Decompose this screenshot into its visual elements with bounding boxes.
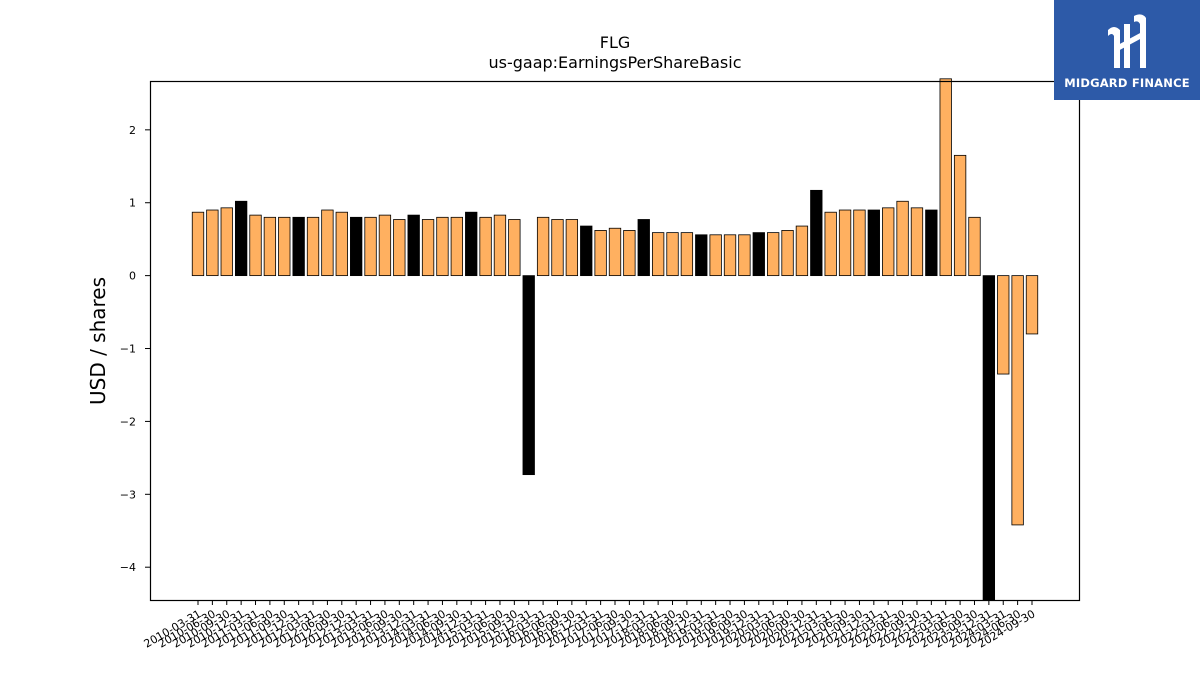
y-axis-label: USD / shares bbox=[86, 277, 110, 405]
bar-2018-03-31 bbox=[651, 232, 665, 277]
y-tick-label: 1 bbox=[129, 197, 136, 210]
logo-name: MIDGARD FINANCE bbox=[1064, 76, 1190, 90]
bar-2021-09-30 bbox=[853, 209, 866, 277]
bar-2016-03-31 bbox=[536, 216, 550, 277]
bar-2010-06-30 bbox=[206, 209, 219, 277]
bar-2019-06-30 bbox=[723, 234, 737, 277]
bar-2011-06-30 bbox=[263, 216, 277, 277]
bar-2017-12-31 bbox=[637, 219, 650, 277]
bar-2014-09-30 bbox=[450, 216, 463, 277]
bar-2018-06-30 bbox=[666, 232, 679, 277]
bar-2021-12-31 bbox=[867, 209, 880, 277]
bar-2020-09-30 bbox=[795, 225, 809, 277]
bar-2016-06-30 bbox=[551, 219, 564, 277]
bar-2024-03-31 bbox=[997, 275, 1010, 375]
bar-2011-12-31 bbox=[292, 216, 305, 277]
bar-2023-06-30 bbox=[953, 154, 967, 277]
bar-2013-03-31 bbox=[364, 216, 377, 277]
bar-2013-06-30 bbox=[378, 214, 392, 277]
y-axis: 2 1 0 −1 −2 −3 −4 bbox=[120, 124, 150, 574]
y-tick-label: −4 bbox=[120, 561, 136, 574]
bar-2017-06-30 bbox=[608, 227, 622, 277]
bar-2010-12-31 bbox=[234, 200, 248, 277]
bar-2021-03-31 bbox=[824, 211, 837, 277]
bar-2010-03-31 bbox=[191, 211, 205, 277]
bar-2015-03-31 bbox=[479, 216, 492, 277]
bar-2024-06-30 bbox=[1011, 275, 1024, 526]
y-tick-label: 0 bbox=[129, 270, 136, 283]
bar-2015-12-31 bbox=[522, 275, 535, 476]
logo: MIDGARD FINANCE bbox=[1054, 0, 1200, 100]
bar-2012-06-30 bbox=[321, 209, 334, 277]
bar-2014-06-30 bbox=[436, 216, 449, 277]
midgard-logo-icon bbox=[1108, 14, 1146, 68]
bar-2022-06-30 bbox=[896, 200, 909, 277]
bar-2014-12-31 bbox=[465, 211, 478, 277]
bar-2023-03-31 bbox=[939, 78, 952, 277]
bar-2024-09-30 bbox=[1025, 275, 1039, 335]
bar-2016-12-31 bbox=[580, 225, 593, 277]
bar-2010-09-30 bbox=[220, 207, 233, 277]
bar-2012-12-31 bbox=[350, 216, 363, 277]
bar-2013-12-31 bbox=[407, 214, 420, 277]
bars-group bbox=[191, 78, 1039, 601]
bar-2022-03-31 bbox=[882, 207, 895, 277]
bar-2023-09-30 bbox=[968, 216, 981, 277]
bar-2018-09-30 bbox=[680, 232, 694, 277]
y-tick-label: −1 bbox=[120, 343, 136, 356]
bar-2012-03-31 bbox=[306, 216, 320, 277]
bar-2023-12-31 bbox=[982, 275, 996, 601]
bar-2019-09-30 bbox=[738, 234, 751, 277]
x-axis: 2010-03-312010-06-302010-09-302010-12-31… bbox=[142, 600, 1038, 651]
bar-2018-12-31 bbox=[695, 234, 708, 277]
bar-2017-03-31 bbox=[594, 230, 607, 277]
bar-2011-09-30 bbox=[278, 216, 291, 277]
bar-2019-03-31 bbox=[709, 234, 722, 277]
bar-2020-06-30 bbox=[781, 230, 794, 277]
y-tick-label: −2 bbox=[120, 415, 136, 428]
bar-2017-09-30 bbox=[623, 230, 636, 277]
bar-2020-12-31 bbox=[810, 189, 823, 277]
chart-subtitle: us-gaap:EarningsPerShareBasic bbox=[488, 53, 741, 72]
bar-2012-09-30 bbox=[335, 211, 348, 277]
bar-2022-12-31 bbox=[925, 209, 938, 277]
bar-2019-12-31 bbox=[752, 232, 765, 277]
bar-2015-06-30 bbox=[493, 214, 507, 277]
bar-2021-06-30 bbox=[838, 209, 852, 277]
bar-2016-09-30 bbox=[565, 219, 579, 277]
bar-2020-03-31 bbox=[767, 232, 780, 277]
chart-title: FLG bbox=[600, 33, 631, 52]
bar-2014-03-31 bbox=[421, 219, 435, 277]
bar-2015-09-30 bbox=[508, 219, 521, 277]
bar-2022-09-30 bbox=[910, 207, 924, 277]
bar-2011-03-31 bbox=[249, 214, 262, 277]
bar-2013-09-30 bbox=[393, 219, 406, 277]
y-tick-label: −3 bbox=[120, 488, 136, 501]
y-tick-label: 2 bbox=[129, 124, 136, 137]
